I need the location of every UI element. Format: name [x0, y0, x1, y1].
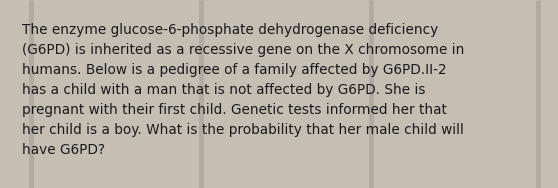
- Text: The enzyme glucose-6-phosphate dehydrogenase deficiency
(G6PD) is inherited as a: The enzyme glucose-6-phosphate dehydroge…: [22, 23, 465, 157]
